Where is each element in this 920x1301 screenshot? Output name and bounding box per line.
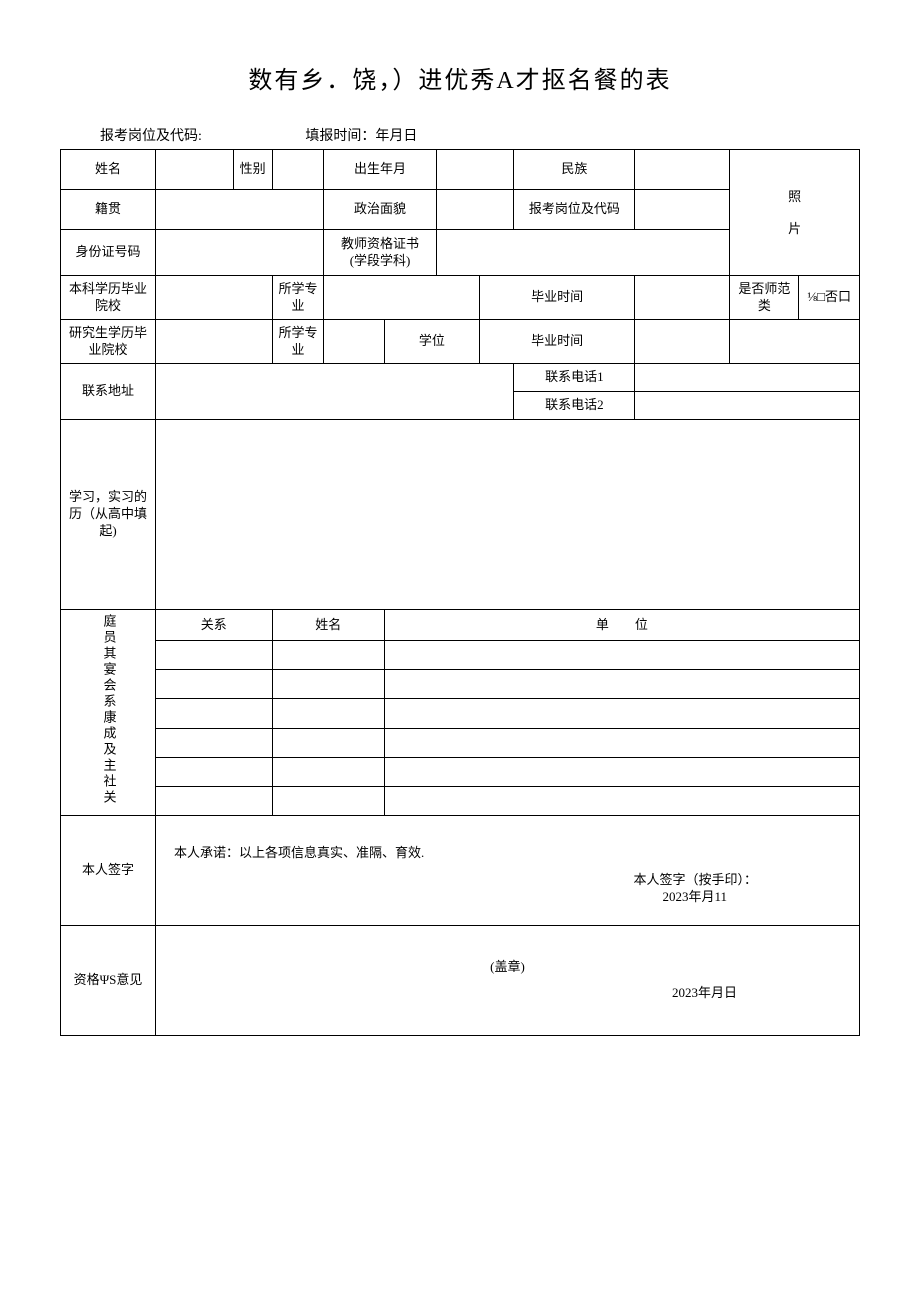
- table-row[interactable]: [384, 786, 859, 815]
- grad-school-label: 研究生学历毕业院校: [61, 320, 156, 364]
- teacher-cert-label: 教师资格证书 (学段学科): [324, 230, 436, 276]
- phone2-value[interactable]: [635, 392, 860, 420]
- major-label: 所学专业: [272, 276, 324, 320]
- table-row[interactable]: [272, 699, 384, 728]
- gradtime-label: 毕业时间: [479, 276, 634, 320]
- study-label: 学习，实习的历（从高中填起): [61, 420, 156, 610]
- major-value[interactable]: [324, 276, 479, 320]
- table-row[interactable]: [384, 728, 859, 757]
- bachelor-label: 本科学历毕业院校: [61, 276, 156, 320]
- teacher-cert-value[interactable]: [436, 230, 730, 276]
- table-row[interactable]: [384, 670, 859, 699]
- grad-extra[interactable]: [730, 320, 860, 364]
- grad-school-value[interactable]: [156, 320, 273, 364]
- table-row[interactable]: [156, 641, 273, 670]
- table-row[interactable]: [272, 786, 384, 815]
- table-row[interactable]: [156, 699, 273, 728]
- major2-label: 所学专业: [272, 320, 324, 364]
- origin-value[interactable]: [156, 190, 324, 230]
- gender-value[interactable]: [272, 150, 324, 190]
- fill-time-label: 填报时间：年月日: [305, 125, 417, 145]
- name-label: 姓名: [61, 150, 156, 190]
- birth-label: 出生年月: [324, 150, 436, 190]
- politics-label: 政治面貌: [324, 190, 436, 230]
- major2-value[interactable]: [324, 320, 384, 364]
- family-label-text: 庭员其宴会系康成及主社关: [100, 614, 117, 806]
- ethnic-value[interactable]: [635, 150, 730, 190]
- post-code-label: 报考岗位及代码:: [100, 125, 202, 145]
- bachelor-value[interactable]: [156, 276, 273, 320]
- isnormal-opt[interactable]: ⅛□否口: [799, 276, 860, 320]
- sign-right-1: 本人签字（按手印）：: [633, 872, 757, 887]
- photo-label: 照 片: [730, 150, 860, 276]
- idno-value[interactable]: [156, 230, 324, 276]
- table-row[interactable]: [384, 699, 859, 728]
- sign-label: 本人签字: [61, 815, 156, 925]
- table-row[interactable]: [384, 641, 859, 670]
- table-row[interactable]: [156, 757, 273, 786]
- gradtime2-value[interactable]: [635, 320, 730, 364]
- relation-header: 关系: [156, 610, 273, 641]
- review-date: 2023年月日: [672, 985, 737, 1000]
- post-code-value[interactable]: [635, 190, 730, 230]
- phone2-label: 联系电话2: [514, 392, 635, 420]
- review-label: 资格ΨS意见: [61, 925, 156, 1035]
- origin-label: 籍贯: [61, 190, 156, 230]
- seal-label: (盖章): [490, 959, 525, 974]
- politics-value[interactable]: [436, 190, 514, 230]
- table-row[interactable]: [272, 670, 384, 699]
- name-value[interactable]: [156, 150, 234, 190]
- page-title: 数有乡．饶，）进优秀A才抠名餐的表: [60, 60, 860, 95]
- table-row[interactable]: [156, 670, 273, 699]
- phone1-label: 联系电话1: [514, 364, 635, 392]
- famname-header: 姓名: [272, 610, 384, 641]
- ethnic-label: 民族: [514, 150, 635, 190]
- table-row[interactable]: [156, 786, 273, 815]
- unit-header: 单 位: [384, 610, 859, 641]
- gradtime-value[interactable]: [635, 276, 730, 320]
- address-label: 联系地址: [61, 364, 156, 420]
- phone1-value[interactable]: [635, 364, 860, 392]
- family-label: 庭员其宴会系康成及主社关: [61, 610, 156, 816]
- review-content[interactable]: (盖章) 2023年月日: [156, 925, 860, 1035]
- isnormal-label: 是否师范类: [730, 276, 799, 320]
- table-row[interactable]: [156, 728, 273, 757]
- idno-label: 身份证号码: [61, 230, 156, 276]
- address-value[interactable]: [156, 364, 514, 420]
- application-form: 姓名 性别 出生年月 民族 照 片 籍贯 政治面貌 报考岗位及代码 身份证号码 …: [60, 149, 860, 1036]
- table-row[interactable]: [272, 641, 384, 670]
- table-row[interactable]: [384, 757, 859, 786]
- study-value[interactable]: [156, 420, 860, 610]
- post-code-label2: 报考岗位及代码: [514, 190, 635, 230]
- sign-right-2: 2023年月11: [662, 889, 727, 904]
- gradtime2-label: 毕业时间: [479, 320, 634, 364]
- degree-label: 学位: [384, 320, 479, 364]
- sign-content[interactable]: 本人承诺：以上各项信息真实、准隔、育效. 本人签字（按手印）： 2023年月11: [156, 815, 860, 925]
- gender-label: 性别: [233, 150, 272, 190]
- table-row[interactable]: [272, 728, 384, 757]
- birth-value[interactable]: [436, 150, 514, 190]
- sign-declaration: 本人承诺：以上各项信息真实、准隔、育效.: [158, 835, 857, 872]
- table-row[interactable]: [272, 757, 384, 786]
- subtitle-row: 报考岗位及代码: 填报时间：年月日: [100, 125, 860, 145]
